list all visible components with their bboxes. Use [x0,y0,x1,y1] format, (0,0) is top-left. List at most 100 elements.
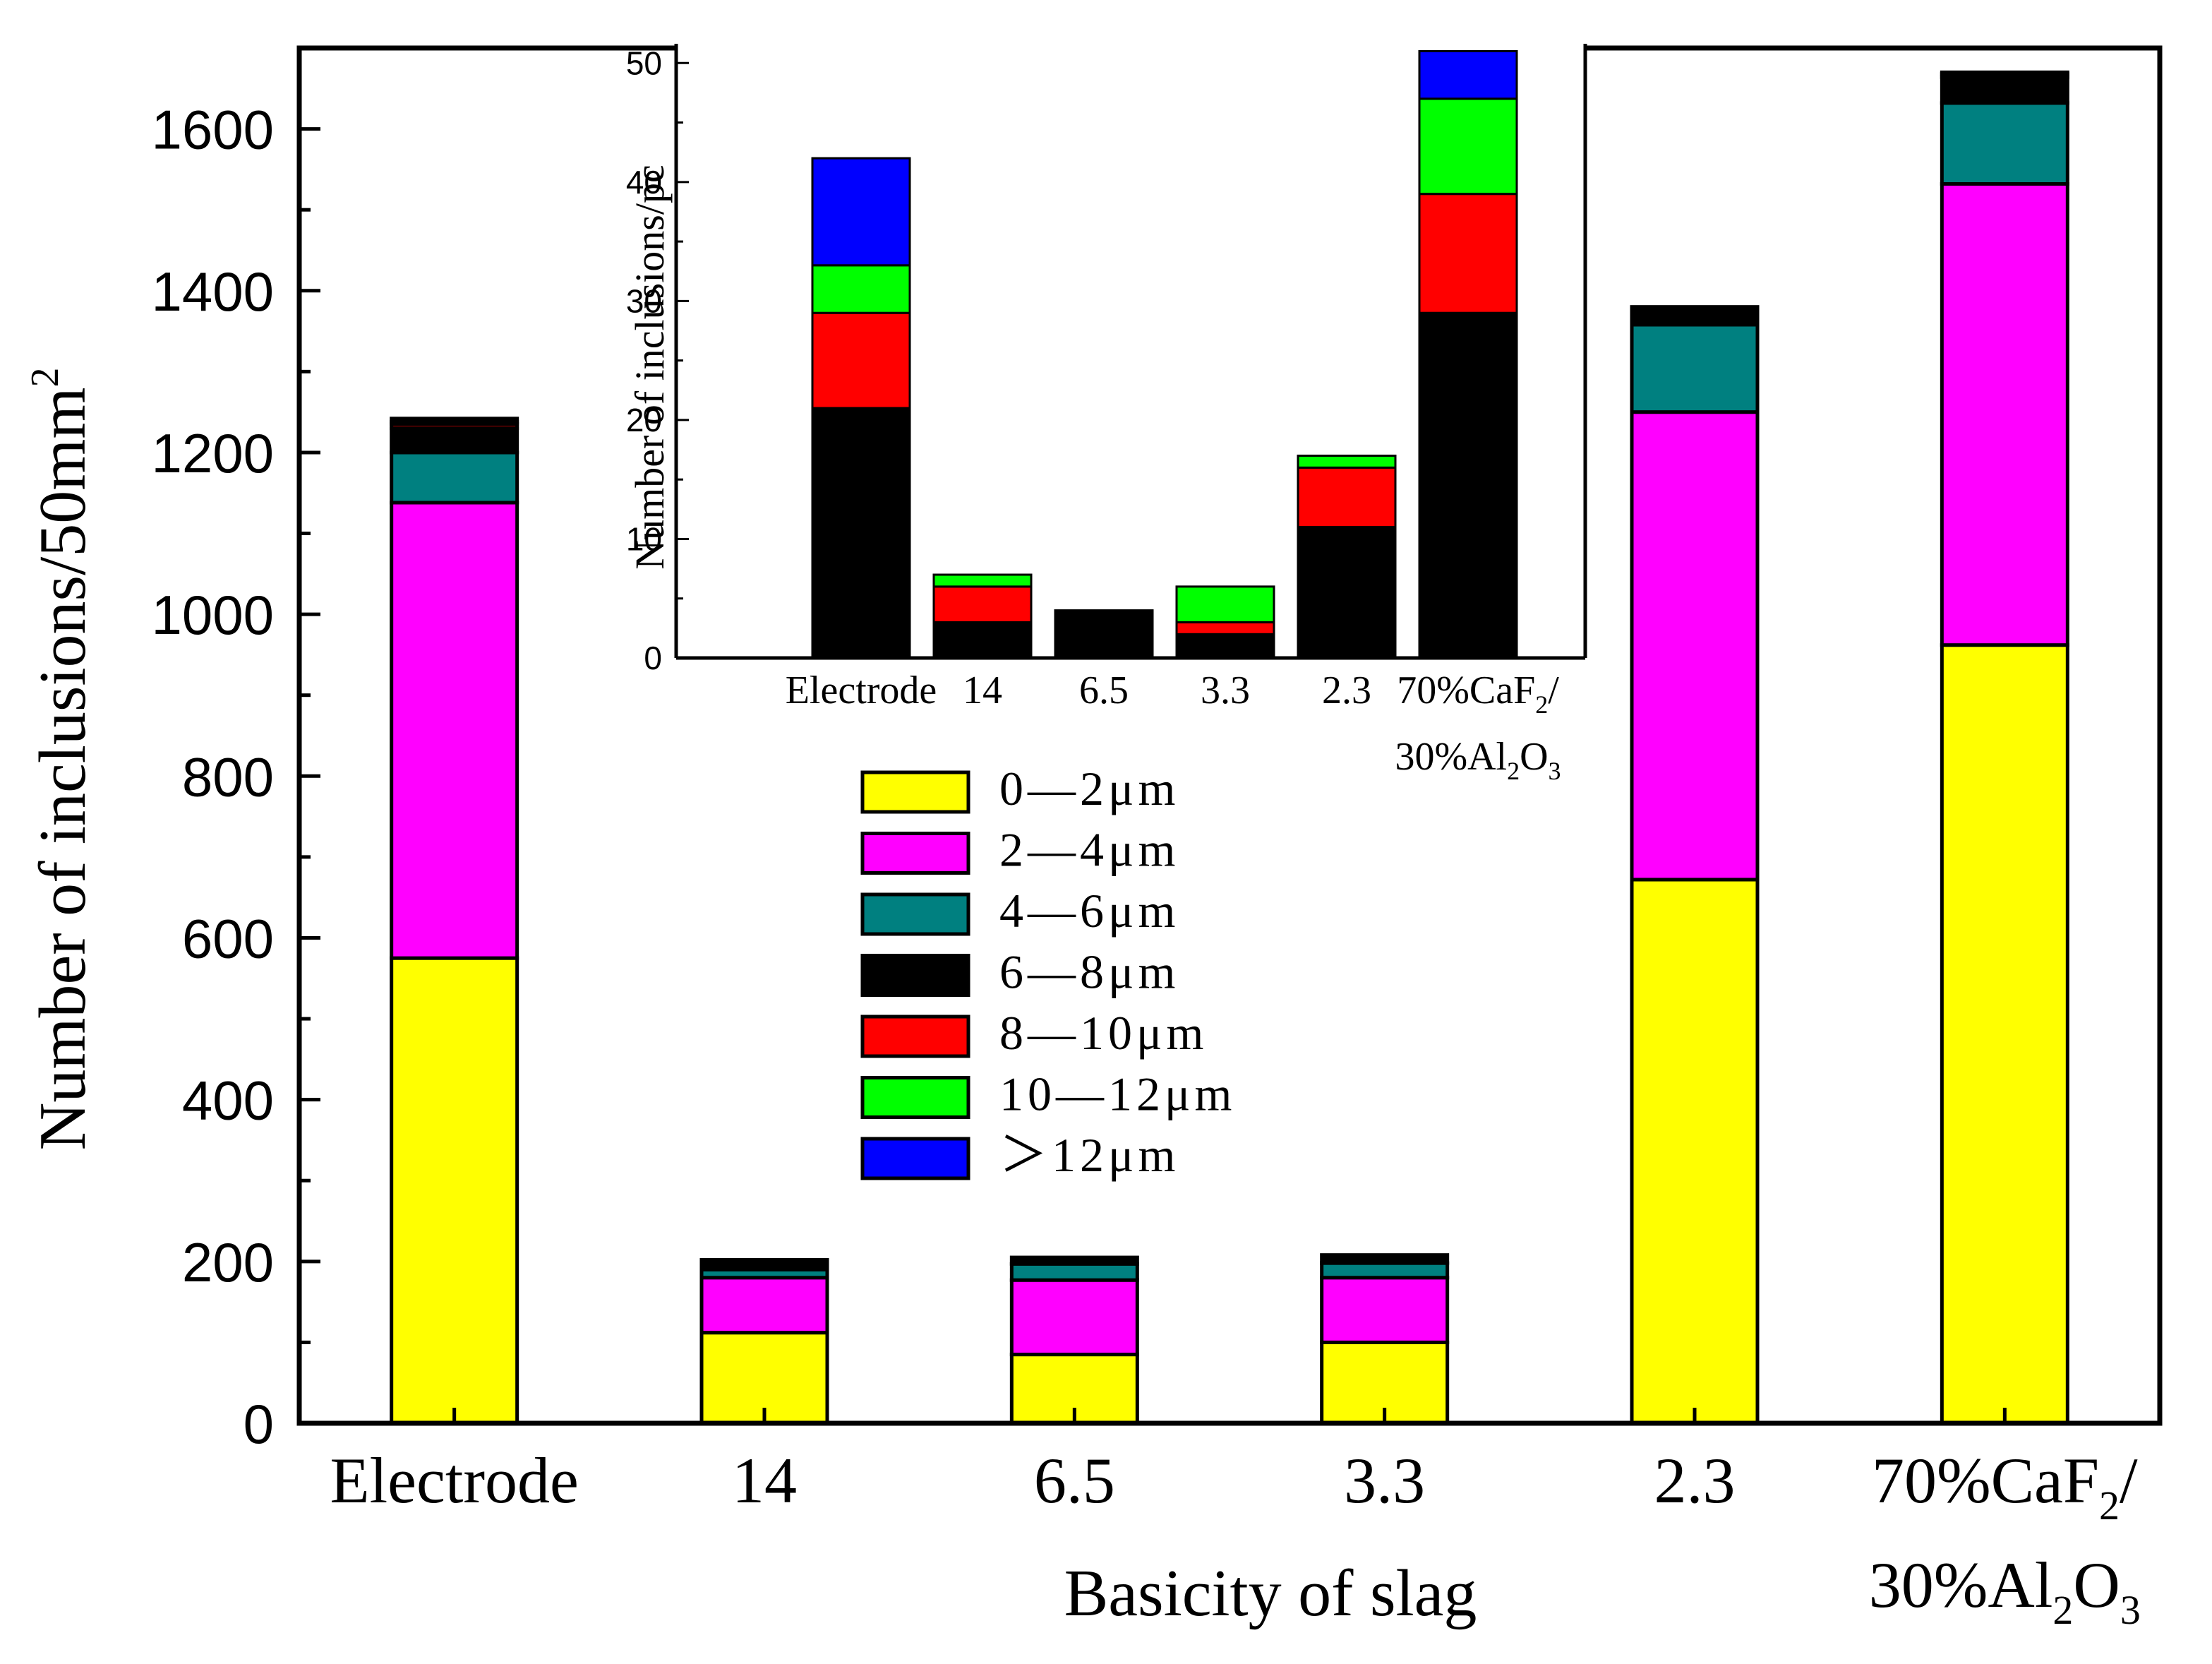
y-tick-label-0: 0 [244,1393,274,1455]
bar-segment-3-3 [1320,1253,1450,1265]
bar-segment-4-0 [1630,878,1760,1425]
inset-plot: Electrode 14 6.5 3.3 2.3 70%CaF2/30%Al2O30102… [626,44,1587,785]
bar-segment-4-2 [1630,323,1760,414]
x-tick-label-5-line1-a: 70%CaF [1872,1444,2099,1516]
bar-segment-2-2 [1009,1262,1139,1282]
inset-bar-segment-1-2 [932,573,1033,588]
inset-bar-segment-0-1 [811,311,911,409]
x-tick-label-5-line2-sub2: 3 [2120,1587,2141,1633]
x-tick-label-3: 3.3 [1344,1444,1425,1516]
inset-bar-segment-5-1 [1418,193,1518,314]
y-tick-label-4: 800 [182,746,274,808]
legend-label-2: 4—6μm [999,884,1179,938]
legend-swatch-3 [860,954,970,997]
y-axis-title-text: Number of inclusions/50mm [26,388,100,1151]
legend: 0—2μm 2—4μm 4—6μm 6—8μm 8—10μm 10—12μm ＞12μm [860,762,1236,1182]
x-tick-label-5-line2-a: 30%Al [1869,1549,2053,1621]
inset-x-tick-label-5-line1: 70%CaF2/ [1397,669,1559,719]
inset-bar-segment-1-1 [932,585,1033,623]
inset-bar-segment-4-0 [1297,526,1397,659]
y-tick-label-8: 1600 [151,99,274,161]
inset-bar-segment-0-2 [811,264,911,314]
bar-segment-0-6 [390,417,519,424]
y-tick-label-1: 200 [182,1231,274,1293]
inset-bar-segment-5-2 [1418,97,1518,196]
inset-x-tick-label-3: 3.3 [1201,669,1250,712]
legend-label-4: 8—10μm [999,1006,1208,1060]
y-tick-label-2: 400 [182,1070,274,1132]
bar-segment-2-1 [1009,1278,1139,1357]
inset-x-tick-label-5-line2-sub2: 3 [1549,757,1561,785]
main-plot: Electrode 14 6.5 3.3 2.3 70%CaF2/30%Al2O30200… [23,45,2163,1633]
inset-y-tick-label-1: 10 [626,520,662,557]
inset-bar-segment-3-1 [1175,621,1275,635]
bar-segment-5-2 [1940,101,2069,186]
x-tick-label-5-line2: 30%Al2O3 [1869,1549,2141,1633]
inset-bar-segment-5-0 [1418,311,1518,659]
inset-x-tick-label-5-line1-a: 70%CaF [1397,669,1535,712]
y-tick-label-6: 1200 [151,422,274,484]
x-tick-label-5-line1: 70%CaF2/ [1872,1444,2138,1528]
inset-x-tick-label-2: 6.5 [1079,669,1129,712]
bar-segment-2-3 [1009,1255,1139,1266]
inset-x-tick-label-5-line1-b: / [1548,669,1559,712]
x-axis-title: Basicity of slag [1064,1557,1477,1630]
x-tick-label-5-line1-b: / [2120,1444,2138,1516]
inset-bar-segment-3-2 [1175,585,1275,623]
inset-bar-segment-0-3 [811,157,911,267]
y-tick-label-5: 1000 [151,584,274,646]
inset-y-tick-label-0: 0 [644,640,662,676]
legend-swatch-1 [860,832,970,875]
inset-y-tick-label-3: 30 [626,282,662,319]
bar-segment-5-0 [1940,643,2069,1425]
inset-bar-segment-0-0 [811,407,911,659]
inset-y-axis-title: Number of inclusions/pc [627,164,673,569]
x-tick-label-2: 6.5 [1034,1444,1115,1516]
inset-x-tick-label-1: 14 [963,669,1002,712]
bar-segment-0-2 [390,450,519,505]
x-tick-label-5-line2-sub1: 2 [2052,1587,2073,1633]
inset-x-tick-label-5-line2-b: O [1520,735,1548,779]
bar-segment-5-3 [1940,75,2069,105]
legend-swatch-2 [860,892,970,936]
bar-segment-0-0 [390,956,519,1425]
inset-bar-segment-4-1 [1297,466,1397,529]
bar-segment-1-3 [699,1258,829,1271]
x-tick-label-1: 14 [732,1444,797,1516]
y-tick-label-3: 600 [182,907,274,969]
inset-x-tick-label-5-line2-sub1: 2 [1507,757,1520,785]
inset-x-tick-label-5-line2-a: 30%Al [1395,735,1507,779]
legend-label-1: 2—4μm [999,823,1179,877]
inset-bar-segment-5-3 [1418,49,1518,100]
inset-y-tick-label-4: 40 [626,164,662,200]
bar-segment-1-1 [699,1276,829,1335]
y-axis-title-superscript: 2 [23,368,67,388]
legend-swatch-4 [860,1014,970,1058]
inset-x-tick-label-5-line1-sub: 2 [1535,690,1548,719]
bar-segment-0-1 [390,501,519,960]
y-tick-label-7: 1400 [151,261,274,323]
inset-x-tick-label-0: Electrode [786,669,937,712]
inset-bar-segment-4-2 [1297,454,1397,469]
bar-segment-5-1 [1940,182,2069,647]
legend-label-3: 6—8μm [999,945,1179,999]
legend-label-0: 0—2μm [999,762,1179,815]
x-tick-label-5-line2-b: O [2073,1549,2120,1621]
inset-x-tick-label-5-line2: 30%Al2O3 [1395,735,1561,785]
inset-y-tick-label-2: 20 [626,402,662,438]
bar-segment-4-1 [1630,410,1760,882]
legend-swatch-5 [860,1076,970,1119]
bar-segment-3-1 [1320,1276,1450,1344]
bar-segment-0-3 [390,426,519,455]
bar-segment-3-2 [1320,1261,1450,1280]
bar-segment-4-3 [1630,305,1760,327]
legend-label-6: ＞12μm [999,1128,1179,1182]
legend-swatch-0 [860,770,970,814]
x-tick-label-4: 2.3 [1654,1444,1736,1516]
inset-x-tick-label-4: 2.3 [1322,669,1371,712]
legend-label-5: 10—12μm [999,1067,1236,1121]
legend-swatch-6 [860,1137,970,1180]
x-tick-label-0: Electrode [330,1444,578,1516]
inset-y-tick-label-5: 50 [626,44,662,81]
